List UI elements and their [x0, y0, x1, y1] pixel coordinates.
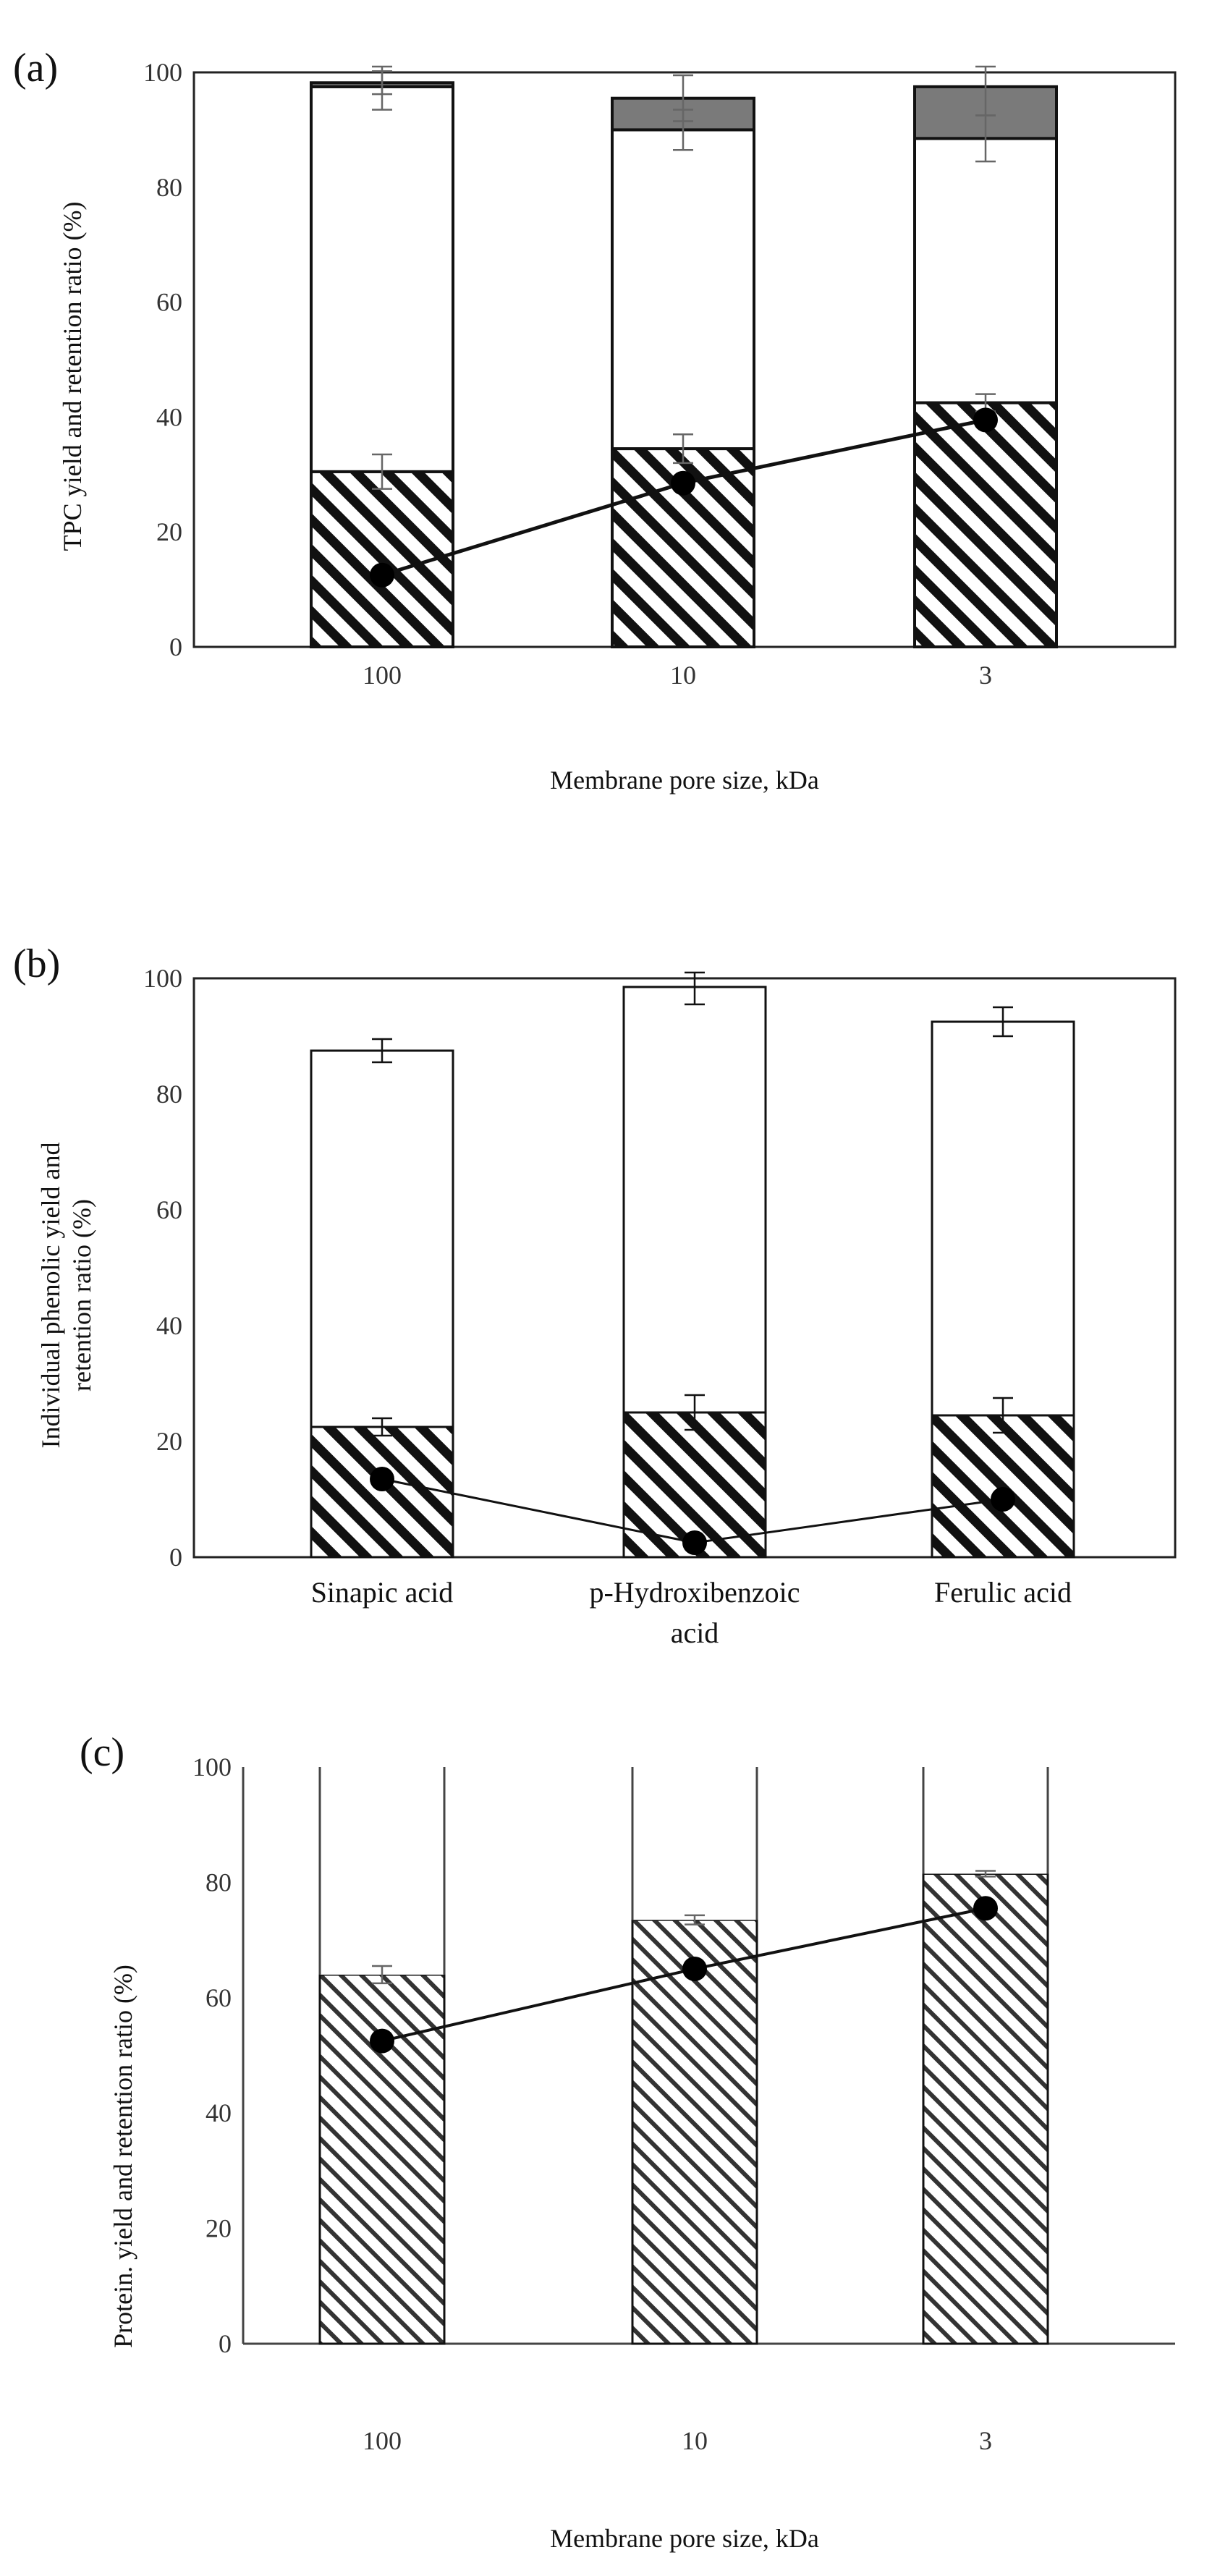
y-tick-label: 80 [206, 1868, 232, 1897]
line-point [973, 407, 998, 433]
line-point [370, 1467, 394, 1491]
chart-panel-c: (c) Protein. yield and retention ratio (… [80, 1730, 1175, 2553]
bar-white [931, 1020, 1075, 1417]
x-category-label: 100 [363, 2426, 402, 2455]
y-tick-label: 0 [169, 1543, 182, 1572]
bar-hatched [310, 1425, 454, 1559]
bar-white [320, 1767, 444, 1975]
y-tick-label: 20 [156, 517, 182, 546]
x-category-label: acid [671, 1617, 719, 1649]
y-tick-label: 100 [143, 964, 182, 993]
y-tick-label: 20 [156, 1427, 182, 1456]
bar-white [923, 1767, 1048, 1874]
bar-hatched [922, 1872, 1049, 2345]
bar-white [310, 1049, 454, 1428]
y-tick-label: 0 [219, 2329, 232, 2358]
y-tick-label: 0 [169, 632, 182, 661]
y-tick-label: 40 [206, 2098, 232, 2127]
bar-white [622, 986, 767, 1414]
x-category-label: p-Hydroxibenzoic [589, 1576, 800, 1609]
bar-hatched [913, 401, 1058, 648]
panel-label: (a) [13, 46, 58, 90]
x-category-label: Ferulic acid [934, 1576, 1072, 1609]
y-tick-label: 60 [156, 288, 182, 317]
x-category-label: Sinapic acid [311, 1576, 454, 1609]
chart-panel-a: (a) TPC yield and retention ratio (%) Me… [13, 46, 1177, 795]
line-point [370, 2028, 394, 2054]
x-category-label: 100 [363, 661, 402, 690]
bar-white [611, 128, 755, 451]
y-axis-title: Protein. yield and retention ratio (%) [109, 1965, 137, 2348]
line-point [991, 1487, 1015, 1512]
y-tick-label: 40 [156, 402, 182, 431]
bar-hatched [631, 1918, 758, 2345]
line-point [682, 1956, 707, 1981]
bar-white [913, 137, 1058, 404]
y-tick-label: 100 [143, 58, 182, 87]
y-tick-label: 60 [156, 1195, 182, 1224]
y-tick-label: 20 [206, 2214, 232, 2243]
bar-hatched [931, 1414, 1075, 1559]
y-tick-label: 100 [192, 1753, 232, 1781]
chart-panel-b: (b) Individual phenolic yield and retent… [13, 941, 1177, 1649]
x-category-label: 10 [670, 661, 696, 690]
y-tick-label: 40 [156, 1311, 182, 1340]
y-tick-label: 80 [156, 173, 182, 202]
bar-white [310, 85, 454, 473]
x-axis-title: Membrane pore size, kDa [550, 2524, 819, 2553]
x-category-label: 10 [682, 2426, 708, 2455]
y-tick-label: 60 [206, 1983, 232, 2012]
y-axis-title: TPC yield and retention ratio (%) [58, 202, 87, 551]
line-point [973, 1896, 998, 1921]
panel-label: (b) [13, 941, 60, 986]
y-axis-title-line-1: Individual phenolic yield and [36, 1143, 65, 1449]
y-axis-title-line-2: retention ratio (%) [67, 1199, 96, 1391]
x-category-label: 3 [979, 661, 992, 690]
line-point [682, 1530, 707, 1555]
bar-white [632, 1767, 757, 1920]
line-point [671, 470, 695, 496]
y-tick-label: 80 [156, 1080, 182, 1109]
x-category-label: 3 [979, 2426, 992, 2455]
line-point [370, 562, 394, 588]
panel-label: (c) [80, 1730, 124, 1775]
x-axis-title: Membrane pore size, kDa [550, 766, 819, 795]
